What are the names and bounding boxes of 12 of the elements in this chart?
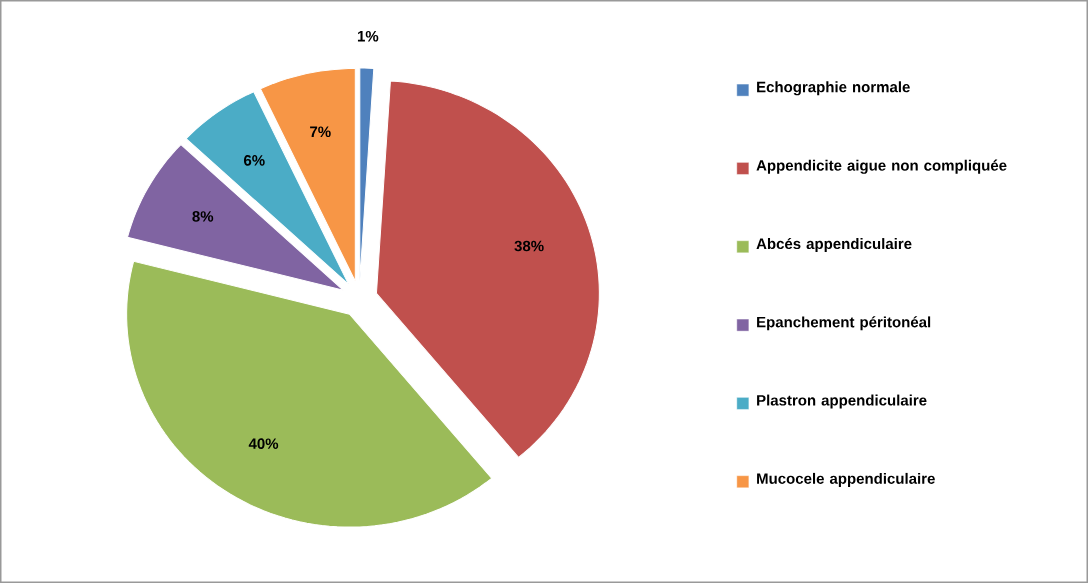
data-label: 6%	[243, 155, 265, 166]
legend-label: Abcés appendiculaire	[756, 237, 912, 253]
legend-label: Plastron appendiculaire	[757, 394, 927, 409]
legend-label: Epanchement péritonéal	[757, 316, 931, 331]
legend-label: Echographie normale	[757, 81, 910, 96]
data-label: 8%	[192, 211, 214, 222]
legend-label: Mucocele appendiculaire	[757, 472, 935, 487]
legend-label: Appendicite aigue non compliquée	[756, 159, 1007, 174]
data-label: 7%	[310, 126, 331, 138]
data-label: 38%	[514, 240, 544, 252]
data-label: 1%	[357, 31, 379, 42]
data-label: 40%	[248, 438, 279, 450]
